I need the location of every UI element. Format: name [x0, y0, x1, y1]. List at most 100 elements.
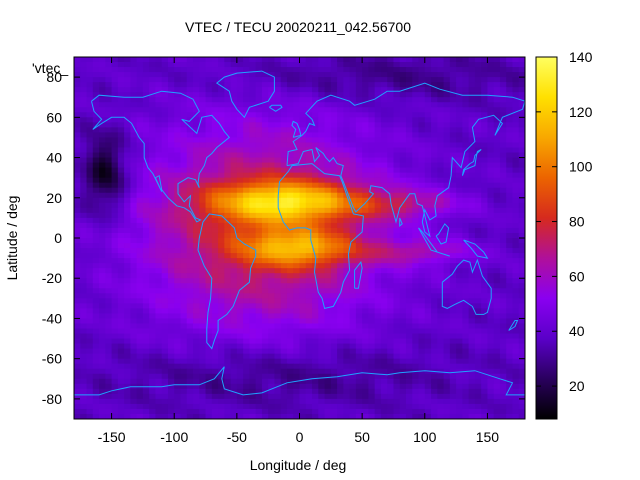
heatmap-cell — [117, 248, 125, 254]
heatmap-cell — [468, 107, 476, 113]
heatmap-cell — [512, 288, 520, 294]
heatmap-cell — [393, 152, 401, 159]
heatmap-cell — [343, 238, 351, 244]
heatmap-cell — [80, 57, 88, 63]
heatmap-cell — [418, 283, 426, 289]
heatmap-cell — [449, 338, 457, 345]
heatmap-cell — [80, 72, 88, 78]
heatmap-cell — [393, 122, 401, 128]
heatmap-cell — [437, 217, 445, 224]
heatmap-cell — [474, 398, 482, 405]
heatmap-cell — [330, 177, 338, 184]
heatmap-cell — [449, 258, 457, 264]
heatmap-cell — [255, 197, 263, 204]
heatmap-cell — [105, 278, 113, 284]
heatmap-cell — [174, 333, 182, 340]
heatmap-cell — [224, 358, 232, 365]
heatmap-cell — [299, 192, 307, 199]
heatmap-cell — [387, 368, 395, 375]
heatmap-cell — [124, 177, 131, 184]
heatmap-cell — [343, 318, 351, 325]
heatmap-cell — [124, 147, 131, 154]
heatmap-cell — [474, 127, 482, 134]
heatmap-cell — [274, 343, 282, 350]
heatmap-cell — [117, 117, 125, 123]
heatmap-cell — [124, 378, 131, 385]
heatmap-cell — [224, 152, 232, 159]
heatmap-cell — [349, 328, 357, 335]
heatmap-cell — [74, 303, 81, 309]
heatmap-cell — [330, 112, 338, 118]
heatmap-cell — [261, 92, 269, 98]
heatmap-cell — [337, 97, 344, 103]
heatmap-cell — [86, 388, 94, 395]
heatmap-cell — [180, 283, 188, 289]
heatmap-cell — [318, 378, 326, 385]
heatmap-cell — [236, 278, 244, 284]
heatmap-cell — [355, 353, 363, 360]
heatmap-cell — [431, 278, 438, 284]
heatmap-cell — [167, 403, 175, 410]
heatmap-cell — [230, 67, 238, 73]
heatmap-cell — [205, 62, 213, 68]
heatmap-cell — [374, 248, 382, 254]
heatmap-cell — [205, 283, 213, 289]
heatmap-cell — [117, 253, 125, 259]
heatmap-cell — [380, 67, 388, 73]
heatmap-cell — [362, 162, 369, 169]
heatmap-cell — [431, 363, 438, 370]
heatmap-cell — [349, 57, 357, 63]
heatmap-cell — [86, 253, 94, 259]
heatmap-cell — [399, 308, 407, 315]
heatmap-cell — [412, 313, 420, 320]
heatmap-cell — [261, 187, 269, 194]
heatmap-cell — [456, 358, 463, 365]
heatmap-cell — [255, 373, 263, 380]
heatmap-cell — [149, 122, 157, 128]
heatmap-cell — [299, 373, 307, 380]
heatmap-cell — [474, 152, 482, 159]
heatmap-cell — [299, 132, 307, 139]
heatmap-cell — [80, 232, 88, 239]
heatmap-cell — [255, 227, 263, 234]
heatmap-cell — [124, 263, 131, 269]
heatmap-cell — [399, 162, 407, 169]
heatmap-cell — [474, 248, 482, 254]
heatmap-cell — [518, 318, 525, 325]
heatmap-cell — [249, 197, 257, 204]
heatmap-cell — [518, 278, 525, 284]
heatmap-cell — [243, 303, 250, 309]
heatmap-cell — [92, 398, 100, 405]
heatmap-cell — [186, 202, 194, 209]
heatmap-cell — [462, 157, 470, 164]
heatmap-cell — [299, 393, 307, 400]
heatmap-cell — [337, 253, 344, 259]
heatmap-cell — [305, 72, 313, 78]
heatmap-cell — [518, 227, 525, 234]
heatmap-cell — [481, 112, 489, 118]
heatmap-cell — [205, 343, 213, 350]
heatmap-cell — [236, 172, 244, 179]
heatmap-cell — [487, 348, 495, 355]
heatmap-cell — [280, 172, 288, 179]
heatmap-cell — [92, 152, 100, 159]
heatmap-cell — [512, 147, 520, 154]
heatmap-cell — [142, 157, 150, 164]
heatmap-cell — [74, 348, 81, 355]
heatmap-cell — [506, 348, 514, 355]
heatmap-cell — [155, 253, 163, 259]
heatmap-cell — [405, 87, 413, 93]
heatmap-cell — [230, 353, 238, 360]
heatmap-cell — [456, 238, 463, 244]
heatmap-cell — [362, 363, 369, 370]
heatmap-cell — [130, 82, 138, 88]
heatmap-cell — [468, 182, 476, 189]
heatmap-cell — [111, 263, 119, 269]
heatmap-cell — [443, 333, 451, 340]
heatmap-cell — [117, 403, 125, 410]
heatmap-cell — [186, 132, 194, 139]
heatmap-cell — [224, 197, 232, 204]
heatmap-cell — [506, 232, 514, 239]
heatmap-cell — [74, 72, 81, 78]
heatmap-cell — [249, 127, 257, 134]
